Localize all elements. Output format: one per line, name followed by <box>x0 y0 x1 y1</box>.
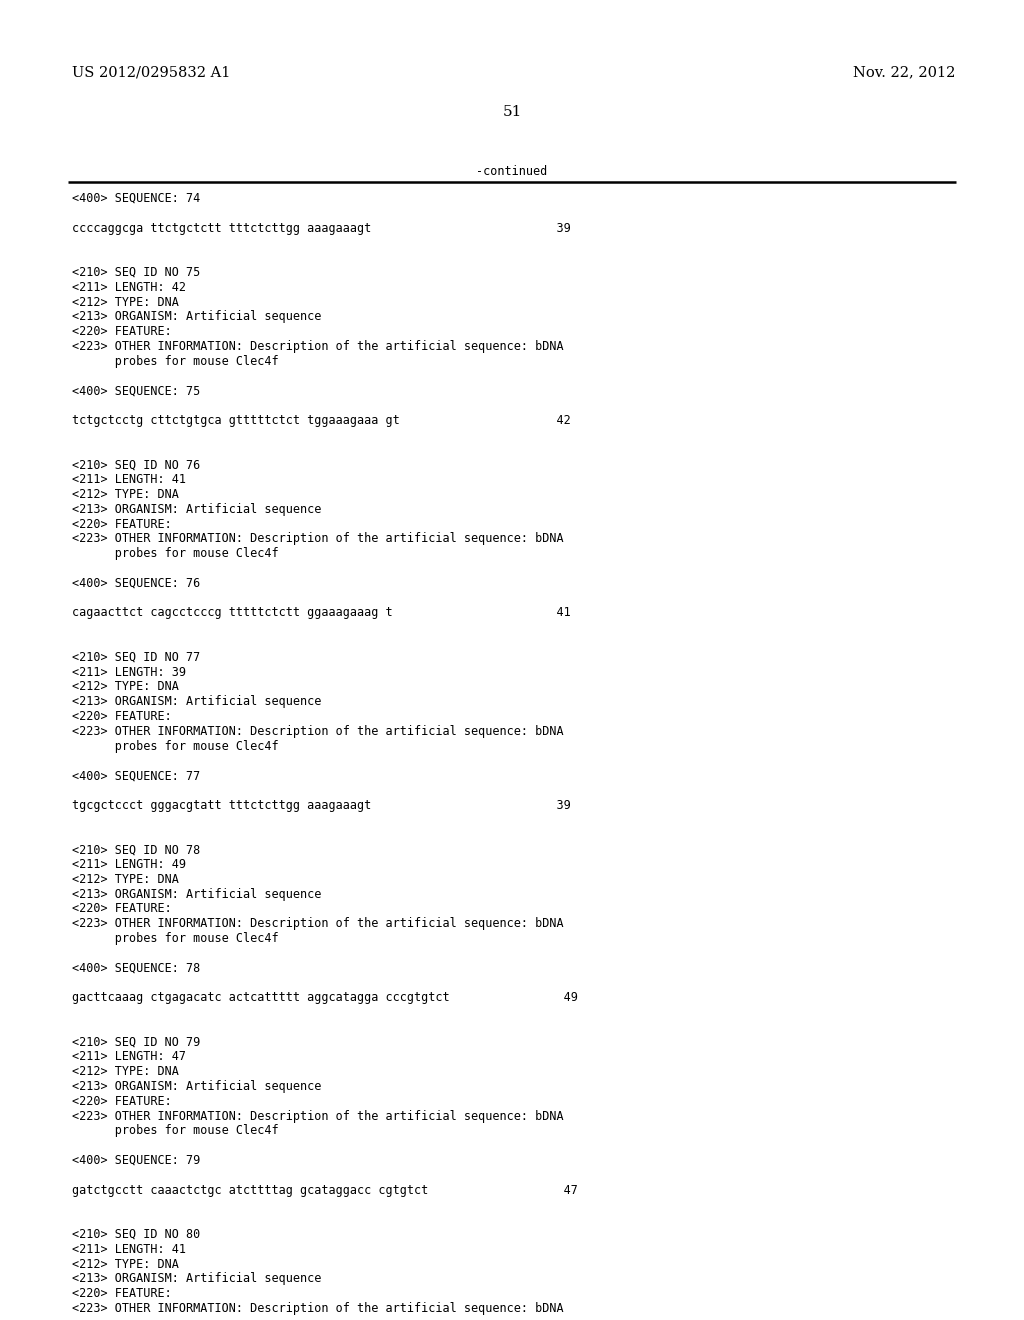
Text: -continued: -continued <box>476 165 548 178</box>
Text: <220> FEATURE:: <220> FEATURE: <box>72 710 172 723</box>
Text: <400> SEQUENCE: 76: <400> SEQUENCE: 76 <box>72 577 201 590</box>
Text: <213> ORGANISM: Artificial sequence: <213> ORGANISM: Artificial sequence <box>72 503 322 516</box>
Text: <400> SEQUENCE: 77: <400> SEQUENCE: 77 <box>72 770 201 783</box>
Text: <210> SEQ ID NO 75: <210> SEQ ID NO 75 <box>72 267 201 279</box>
Text: Nov. 22, 2012: Nov. 22, 2012 <box>853 65 955 79</box>
Text: <220> FEATURE:: <220> FEATURE: <box>72 1094 172 1107</box>
Text: <211> LENGTH: 47: <211> LENGTH: 47 <box>72 1051 186 1064</box>
Text: probes for mouse Clec4f: probes for mouse Clec4f <box>72 1125 279 1138</box>
Text: US 2012/0295832 A1: US 2012/0295832 A1 <box>72 65 230 79</box>
Text: <223> OTHER INFORMATION: Description of the artificial sequence: bDNA: <223> OTHER INFORMATION: Description of … <box>72 1302 563 1315</box>
Text: <212> TYPE: DNA: <212> TYPE: DNA <box>72 680 179 693</box>
Text: <212> TYPE: DNA: <212> TYPE: DNA <box>72 296 179 309</box>
Text: <223> OTHER INFORMATION: Description of the artificial sequence: bDNA: <223> OTHER INFORMATION: Description of … <box>72 532 563 545</box>
Text: probes for mouse Clec4f: probes for mouse Clec4f <box>72 355 279 368</box>
Text: <213> ORGANISM: Artificial sequence: <213> ORGANISM: Artificial sequence <box>72 696 322 709</box>
Text: <223> OTHER INFORMATION: Description of the artificial sequence: bDNA: <223> OTHER INFORMATION: Description of … <box>72 1110 563 1122</box>
Text: <211> LENGTH: 41: <211> LENGTH: 41 <box>72 1243 186 1255</box>
Text: gacttcaaag ctgagacatc actcattttt aggcatagga cccgtgtct                49: gacttcaaag ctgagacatc actcattttt aggcata… <box>72 991 578 1005</box>
Text: <400> SEQUENCE: 74: <400> SEQUENCE: 74 <box>72 191 201 205</box>
Text: <212> TYPE: DNA: <212> TYPE: DNA <box>72 488 179 502</box>
Text: <220> FEATURE:: <220> FEATURE: <box>72 1287 172 1300</box>
Text: <213> ORGANISM: Artificial sequence: <213> ORGANISM: Artificial sequence <box>72 1272 322 1286</box>
Text: <210> SEQ ID NO 77: <210> SEQ ID NO 77 <box>72 651 201 664</box>
Text: <220> FEATURE:: <220> FEATURE: <box>72 517 172 531</box>
Text: tctgctcctg cttctgtgca gtttttctct tggaaagaaa gt                      42: tctgctcctg cttctgtgca gtttttctct tggaaag… <box>72 414 570 426</box>
Text: tgcgctccct gggacgtatt tttctcttgg aaagaaagt                          39: tgcgctccct gggacgtatt tttctcttgg aaagaaa… <box>72 799 570 812</box>
Text: <400> SEQUENCE: 75: <400> SEQUENCE: 75 <box>72 384 201 397</box>
Text: <213> ORGANISM: Artificial sequence: <213> ORGANISM: Artificial sequence <box>72 310 322 323</box>
Text: <213> ORGANISM: Artificial sequence: <213> ORGANISM: Artificial sequence <box>72 1080 322 1093</box>
Text: <210> SEQ ID NO 78: <210> SEQ ID NO 78 <box>72 843 201 857</box>
Text: <223> OTHER INFORMATION: Description of the artificial sequence: bDNA: <223> OTHER INFORMATION: Description of … <box>72 341 563 352</box>
Text: <220> FEATURE:: <220> FEATURE: <box>72 325 172 338</box>
Text: 51: 51 <box>503 106 521 119</box>
Text: <210> SEQ ID NO 79: <210> SEQ ID NO 79 <box>72 1036 201 1048</box>
Text: <213> ORGANISM: Artificial sequence: <213> ORGANISM: Artificial sequence <box>72 887 322 900</box>
Text: <211> LENGTH: 39: <211> LENGTH: 39 <box>72 665 186 678</box>
Text: probes for mouse Clec4f: probes for mouse Clec4f <box>72 932 279 945</box>
Text: <223> OTHER INFORMATION: Description of the artificial sequence: bDNA: <223> OTHER INFORMATION: Description of … <box>72 725 563 738</box>
Text: <212> TYPE: DNA: <212> TYPE: DNA <box>72 873 179 886</box>
Text: <400> SEQUENCE: 79: <400> SEQUENCE: 79 <box>72 1154 201 1167</box>
Text: <220> FEATURE:: <220> FEATURE: <box>72 903 172 915</box>
Text: <223> OTHER INFORMATION: Description of the artificial sequence: bDNA: <223> OTHER INFORMATION: Description of … <box>72 917 563 931</box>
Text: ccccaggcga ttctgctctt tttctcttgg aaagaaagt                          39: ccccaggcga ttctgctctt tttctcttgg aaagaaa… <box>72 222 570 235</box>
Text: probes for mouse Clec4f: probes for mouse Clec4f <box>72 548 279 560</box>
Text: <212> TYPE: DNA: <212> TYPE: DNA <box>72 1258 179 1271</box>
Text: <210> SEQ ID NO 76: <210> SEQ ID NO 76 <box>72 458 201 471</box>
Text: <212> TYPE: DNA: <212> TYPE: DNA <box>72 1065 179 1078</box>
Text: <211> LENGTH: 41: <211> LENGTH: 41 <box>72 473 186 486</box>
Text: <211> LENGTH: 42: <211> LENGTH: 42 <box>72 281 186 294</box>
Text: <210> SEQ ID NO 80: <210> SEQ ID NO 80 <box>72 1228 201 1241</box>
Text: <400> SEQUENCE: 78: <400> SEQUENCE: 78 <box>72 961 201 974</box>
Text: <211> LENGTH: 49: <211> LENGTH: 49 <box>72 858 186 871</box>
Text: cagaacttct cagcctcccg tttttctctt ggaaagaaag t                       41: cagaacttct cagcctcccg tttttctctt ggaaaga… <box>72 606 570 619</box>
Text: probes for mouse Clec4f: probes for mouse Clec4f <box>72 739 279 752</box>
Text: gatctgcctt caaactctgc atcttttag gcataggacc cgtgtct                   47: gatctgcctt caaactctgc atcttttag gcatagga… <box>72 1184 578 1197</box>
